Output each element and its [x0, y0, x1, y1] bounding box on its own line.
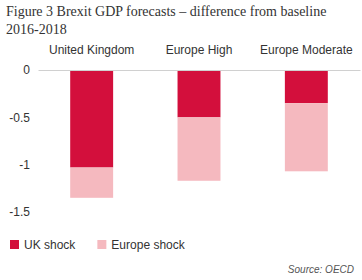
legend-swatch	[97, 240, 106, 249]
y-tick: -1.5	[9, 205, 38, 219]
chart-title: Figure 3 Brexit GDP forecasts – differen…	[6, 3, 356, 39]
legend: UK shock Europe shock	[10, 238, 186, 252]
x-tick-label: United Kingdom	[49, 43, 134, 57]
legend-item: Europe shock	[97, 238, 185, 252]
y-axis: -1.5 -1 -0.5 0	[9, 63, 38, 219]
y-tick-label: -1	[19, 158, 30, 172]
y-tick: -0.5	[9, 111, 38, 125]
legend-item: UK shock	[10, 238, 76, 252]
source-note: Source: OECD	[288, 264, 354, 275]
legend-label: UK shock	[24, 238, 76, 252]
x-tick: Europe Moderate	[260, 43, 353, 70]
y-tick-label: -1.5	[9, 205, 30, 219]
chart: -1.5 -1 -0.5 0 United Kingdom Europe High Euro…	[0, 0, 362, 280]
legend-swatch	[10, 240, 19, 249]
y-tick-label: -0.5	[9, 111, 30, 125]
x-axis-line	[39, 70, 361, 71]
bar	[285, 103, 328, 171]
bar	[178, 70, 221, 117]
y-tick-label: 0	[23, 63, 30, 77]
x-tick-label: Europe Moderate	[260, 43, 353, 57]
bars	[70, 70, 328, 198]
y-tick: -1	[19, 158, 38, 172]
bar	[178, 117, 221, 180]
x-tick: Europe High	[166, 43, 233, 70]
x-axis: United Kingdom Europe High Europe Moderate	[39, 43, 361, 71]
x-tick-label: Europe High	[166, 43, 233, 57]
bar	[285, 70, 328, 103]
bar	[70, 168, 113, 198]
legend-label: Europe shock	[111, 238, 185, 252]
bar	[70, 70, 113, 168]
plot: -1.5 -1 -0.5 0 United Kingdom Europe High Euro…	[9, 43, 360, 219]
y-axis-line	[38, 71, 39, 213]
series	[70, 103, 328, 198]
y-tick: 0	[23, 63, 38, 77]
x-tick: United Kingdom	[49, 43, 134, 70]
